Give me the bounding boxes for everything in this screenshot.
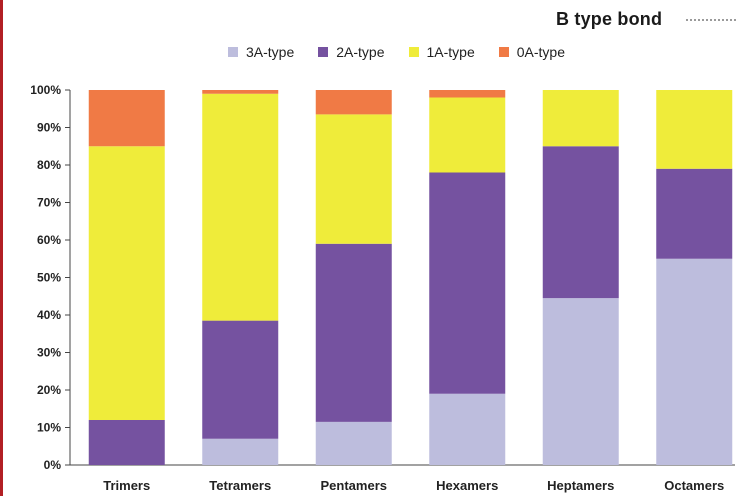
legend-item: 0A-type (498, 44, 565, 60)
bar-segment (202, 90, 279, 94)
legend-item: 3A-type (228, 44, 294, 60)
cropped-title-text: B type bond (556, 9, 663, 29)
y-tick-label: 100% (30, 83, 61, 97)
bar-segment (202, 438, 279, 465)
legend-swatch (318, 47, 329, 57)
legend-label: 1A-type (426, 44, 475, 60)
bar-segment (542, 90, 619, 147)
bar-segment (542, 146, 619, 299)
legend-item: 2A-type (318, 44, 385, 60)
y-tick-label: 50% (37, 271, 61, 285)
bar-segment (315, 243, 392, 422)
y-tick-label: 60% (37, 233, 61, 247)
y-tick-label: 10% (37, 421, 61, 435)
bar-segment (656, 258, 733, 465)
y-tick-label: 90% (37, 121, 61, 135)
bar-segment (656, 90, 733, 169)
bar-segment (202, 320, 279, 439)
x-category-label: Tetramers (209, 478, 271, 493)
bar-segment (88, 420, 165, 465)
x-category-label: Trimers (103, 478, 150, 493)
bar-segment (429, 172, 506, 394)
x-category-label: Heptamers (547, 478, 614, 493)
y-tick-label: 70% (37, 196, 61, 210)
bar-segment (542, 298, 619, 465)
bar-segment (315, 90, 392, 115)
bar-segment (429, 393, 506, 465)
y-tick-label: 30% (37, 346, 61, 360)
legend-swatch (498, 47, 509, 57)
chart-legend: 3A-type 2A-type 1A-type 0A-type (228, 44, 565, 60)
bar-segment (202, 93, 279, 321)
bar-segment (656, 168, 733, 259)
y-tick-label: 20% (37, 383, 61, 397)
legend-swatch (408, 47, 419, 57)
x-category-label: Octamers (664, 478, 724, 493)
x-category-label: Pentamers (321, 478, 387, 493)
bar-segment (315, 421, 392, 465)
bar-segment (88, 90, 165, 147)
legend-label: 2A-type (336, 44, 385, 60)
bar-segment (429, 90, 506, 98)
legend-label: 0A-type (516, 44, 565, 60)
bar-segment (315, 114, 392, 244)
legend-item: 1A-type (408, 44, 475, 60)
frame-border (0, 0, 3, 496)
bar-segment (429, 97, 506, 173)
y-tick-label: 40% (37, 308, 61, 322)
y-tick-label: 80% (37, 158, 61, 172)
legend-swatch (228, 47, 238, 57)
y-tick-label: 0% (44, 458, 62, 472)
x-category-label: Hexamers (436, 478, 498, 493)
legend-label: 3A-type (246, 44, 295, 60)
bar-segment (88, 146, 165, 420)
cropped-legend-line (686, 19, 736, 21)
